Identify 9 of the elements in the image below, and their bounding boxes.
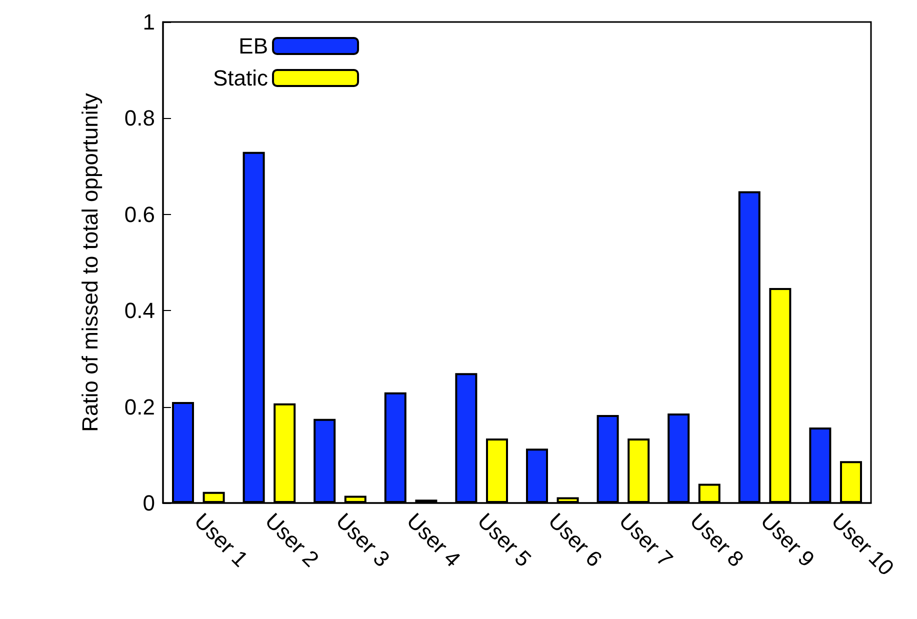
legend-label: EB [238, 34, 268, 58]
y-tick-label: 0.2 [124, 394, 155, 420]
y-tick-label: 0.4 [124, 298, 155, 324]
y-tick-label: 0.8 [124, 106, 155, 131]
y-axis-title: Ratio of missed to total opportunity [78, 93, 102, 432]
y-tick-label: 0.6 [124, 202, 155, 227]
legend-label: Static [212, 66, 268, 90]
y-tick-label: 1 [142, 10, 155, 34]
y-tick-label: 0 [142, 490, 155, 516]
